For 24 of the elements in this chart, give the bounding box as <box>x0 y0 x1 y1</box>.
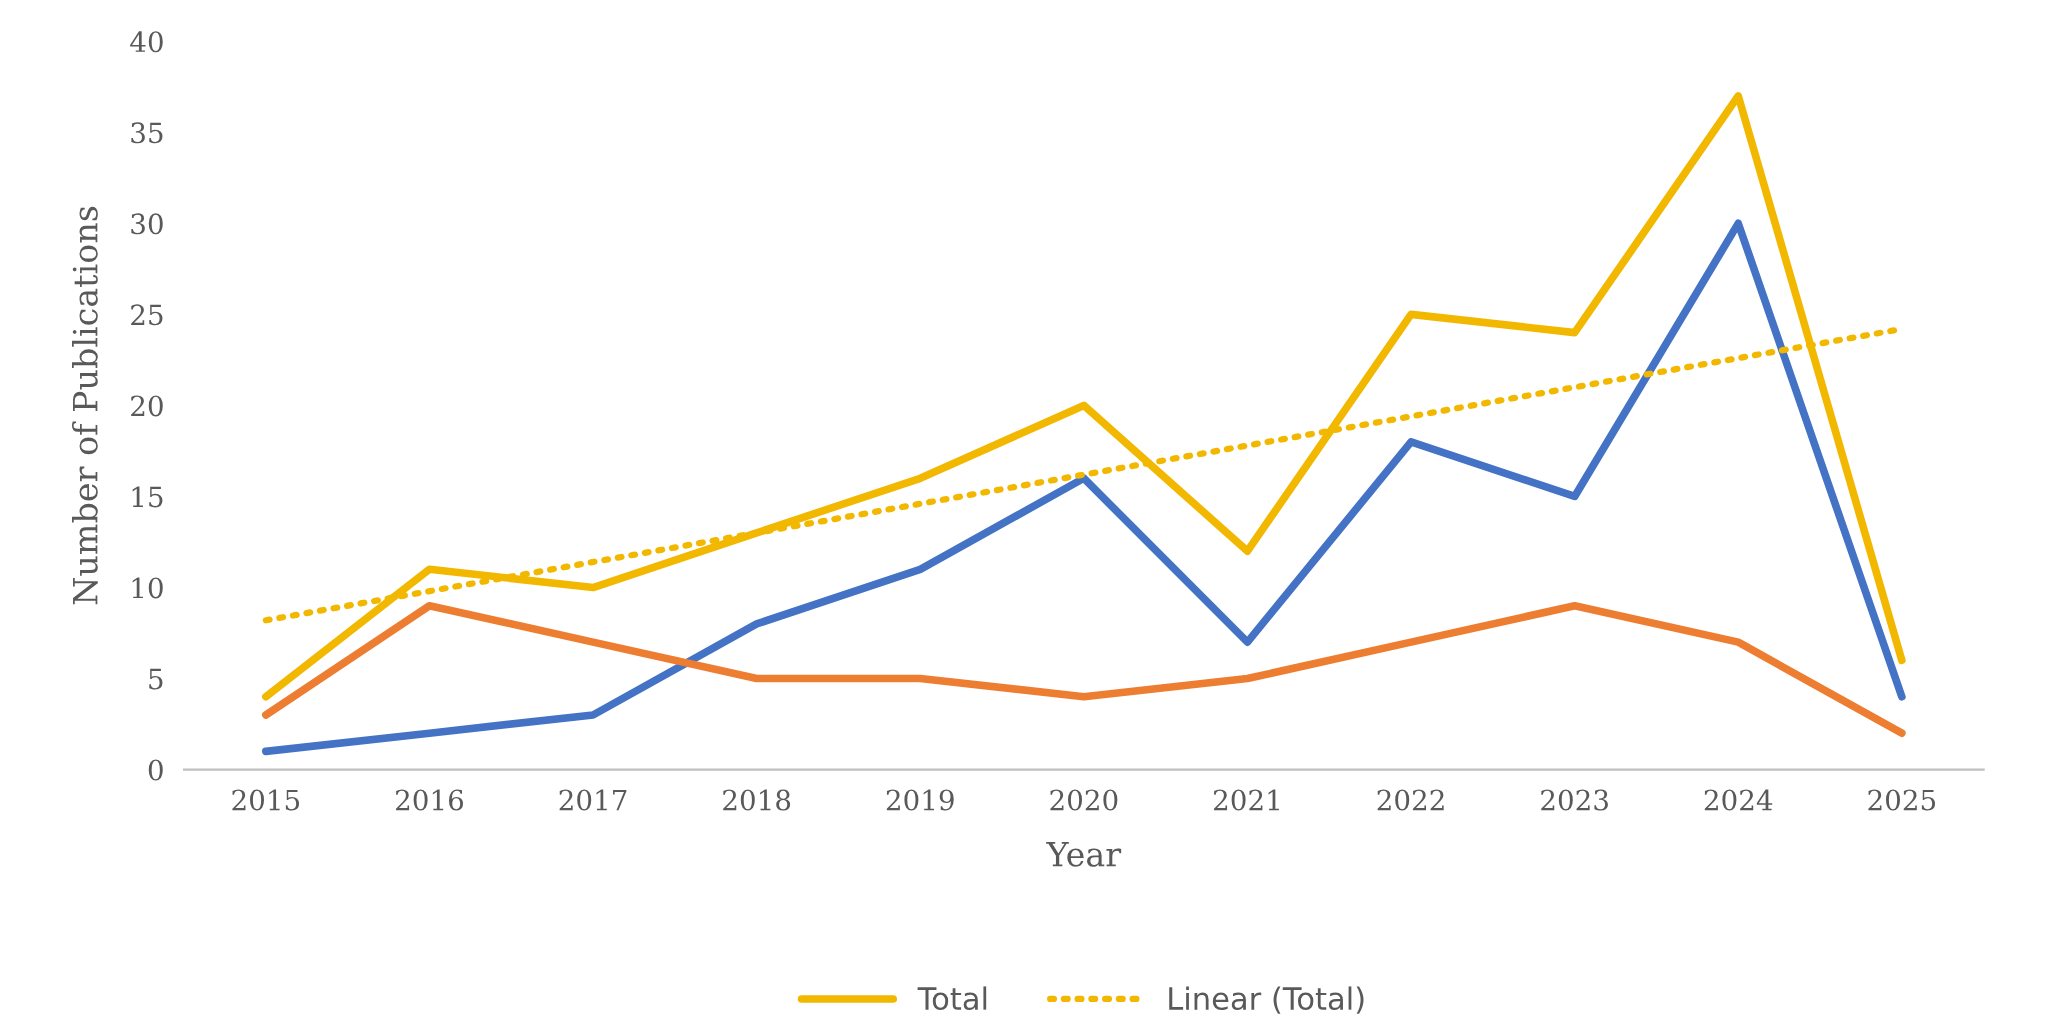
x-tick-label: 2016 <box>395 789 464 811</box>
x-tick-label: 2022 <box>1377 789 1444 811</box>
x-axis-title: Year <box>1046 841 1122 867</box>
x-tick-label: 2023 <box>1541 789 1608 811</box>
y-tick-label: 0 <box>148 759 163 781</box>
x-tick-label: 2021 <box>1213 789 1279 811</box>
x-tick-label: 2018 <box>723 789 791 811</box>
x-tick-label: 2015 <box>232 789 300 811</box>
y-tick-label: 20 <box>131 395 163 417</box>
y-axis-title: Number of Publications <box>72 206 98 605</box>
y-tick-label: 15 <box>132 486 163 508</box>
y-tick-label: 10 <box>132 577 163 599</box>
x-tick-label: 2017 <box>559 789 627 811</box>
y-tick-label: 35 <box>131 122 163 144</box>
legend-label: Total <box>917 986 987 1011</box>
x-tick-label: 2024 <box>1704 789 1773 811</box>
x-tick-label: 2019 <box>886 789 954 811</box>
y-tick-label: 25 <box>131 304 163 326</box>
x-tick-label: 2025 <box>1868 789 1936 811</box>
legend-label: Linear (Total) <box>1169 986 1364 1014</box>
y-tick-label: 30 <box>131 213 163 235</box>
y-tick-label: 40 <box>130 31 163 53</box>
y-tick-label: 5 <box>149 668 163 690</box>
x-tick-label: 2020 <box>1050 789 1118 811</box>
